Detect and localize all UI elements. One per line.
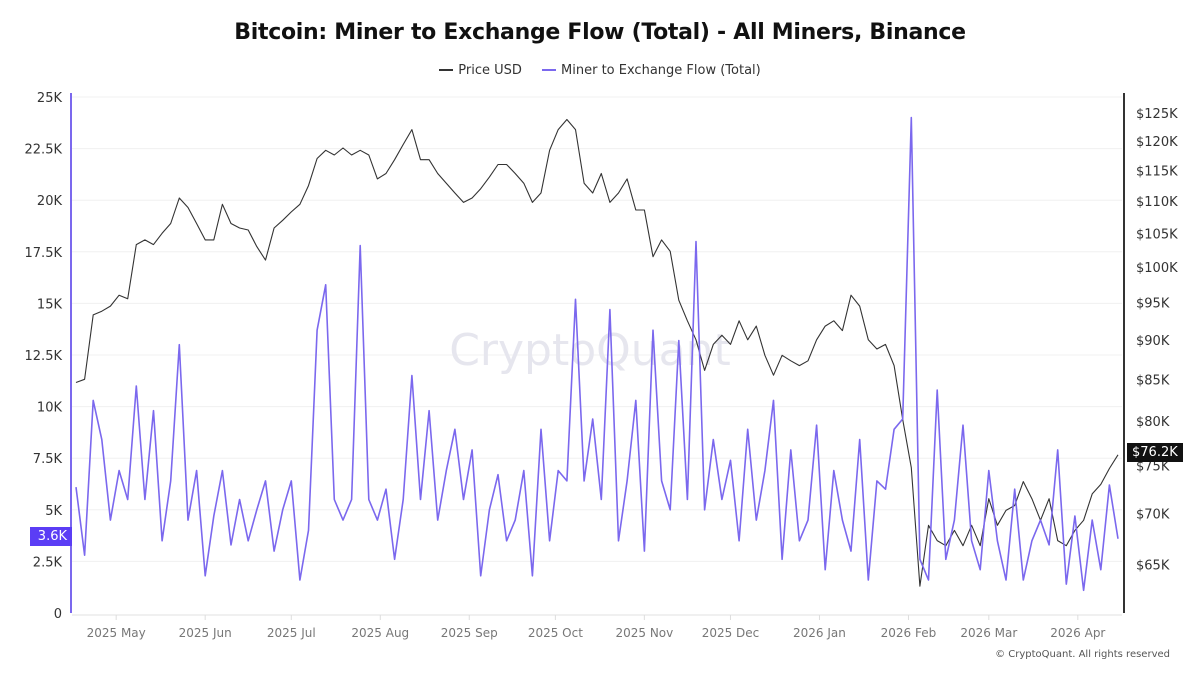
y-right-tick-label: $125K [1136,107,1178,122]
copyright: © CryptoQuant. All rights reserved [995,649,1170,660]
legend-swatch-flow [542,69,557,71]
legend-label-price: Price USD [458,62,522,78]
x-tick-label: 2025 Aug [351,626,409,640]
x-tick-label: 2025 Jun [179,626,232,640]
legend-label-flow: Miner to Exchange Flow (Total) [561,62,761,78]
axes: 0 2.5K 5K 7.5K 10K 12.5K 15K 17.5K 20K 22.5K 25K $6… [25,91,1179,640]
y-left-tick-label: 0 [54,607,62,622]
y-right-tick-label: $65K [1136,559,1170,574]
legend: Price USD Miner to Exchange Flow (Total) [0,60,1200,78]
x-tick-label: 2025 Nov [615,626,673,640]
x-tick-label: 2026 Feb [881,626,937,640]
watermark: CryptoQuant [449,325,731,376]
x-tick-label: 2026 Apr [1050,626,1105,640]
y-right-tick-label: $100K [1136,261,1178,276]
y-left-tick-label: 22.5K [25,143,63,158]
y-left-tick-label: 5K [45,504,62,519]
legend-swatch-price [439,69,454,71]
y-left-tick-label: 17.5K [25,246,63,261]
y-right-tick-label: $80K [1136,415,1170,430]
x-tick-label: 2026 Mar [960,626,1017,640]
y-right-tick-label: $95K [1136,296,1170,311]
y-right-tick-label: $85K [1136,373,1170,388]
y-left-tick-label: 10K [37,401,63,416]
x-tick-label: 2025 Oct [528,626,583,640]
x-tick-label: 2025 Dec [702,626,760,640]
y-right-tick-label: $115K [1136,164,1178,179]
last-value-badge-flow: 3.6K [30,527,72,546]
legend-item-price[interactable]: Price USD [439,63,522,78]
y-right-tick-label: $120K [1136,135,1178,150]
y-left-tick-label: 15K [37,297,63,312]
legend-item-flow[interactable]: Miner to Exchange Flow (Total) [542,63,761,78]
x-tick-label: 2025 Jul [267,626,316,640]
y-left-tick-label: 7.5K [33,452,63,467]
y-left-tick-label: 25K [37,91,63,106]
last-value-badge-price: $76.2K [1127,443,1183,462]
y-right-tick-label: $75K [1136,460,1170,475]
series-lines [75,116,1119,592]
y-left-tick-label: 12.5K [25,349,63,364]
gridlines [72,96,1122,562]
y-right-tick-label: $105K [1136,227,1178,242]
y-right-tick-label: $70K [1136,507,1170,522]
x-tick-label: 2025 Sep [441,626,498,640]
y-right-tick-label: $90K [1136,334,1170,349]
x-tick-label: 2025 May [87,626,146,640]
y-left-tick-label: 2.5K [33,555,63,570]
chart-title: Bitcoin: Miner to Exchange Flow (Total) … [234,20,966,45]
x-tick-label: 2026 Jan [793,626,846,640]
y-right-tick-label: $110K [1136,195,1178,210]
y-left-tick-label: 20K [37,194,63,209]
miner-flow-line [75,116,1119,592]
